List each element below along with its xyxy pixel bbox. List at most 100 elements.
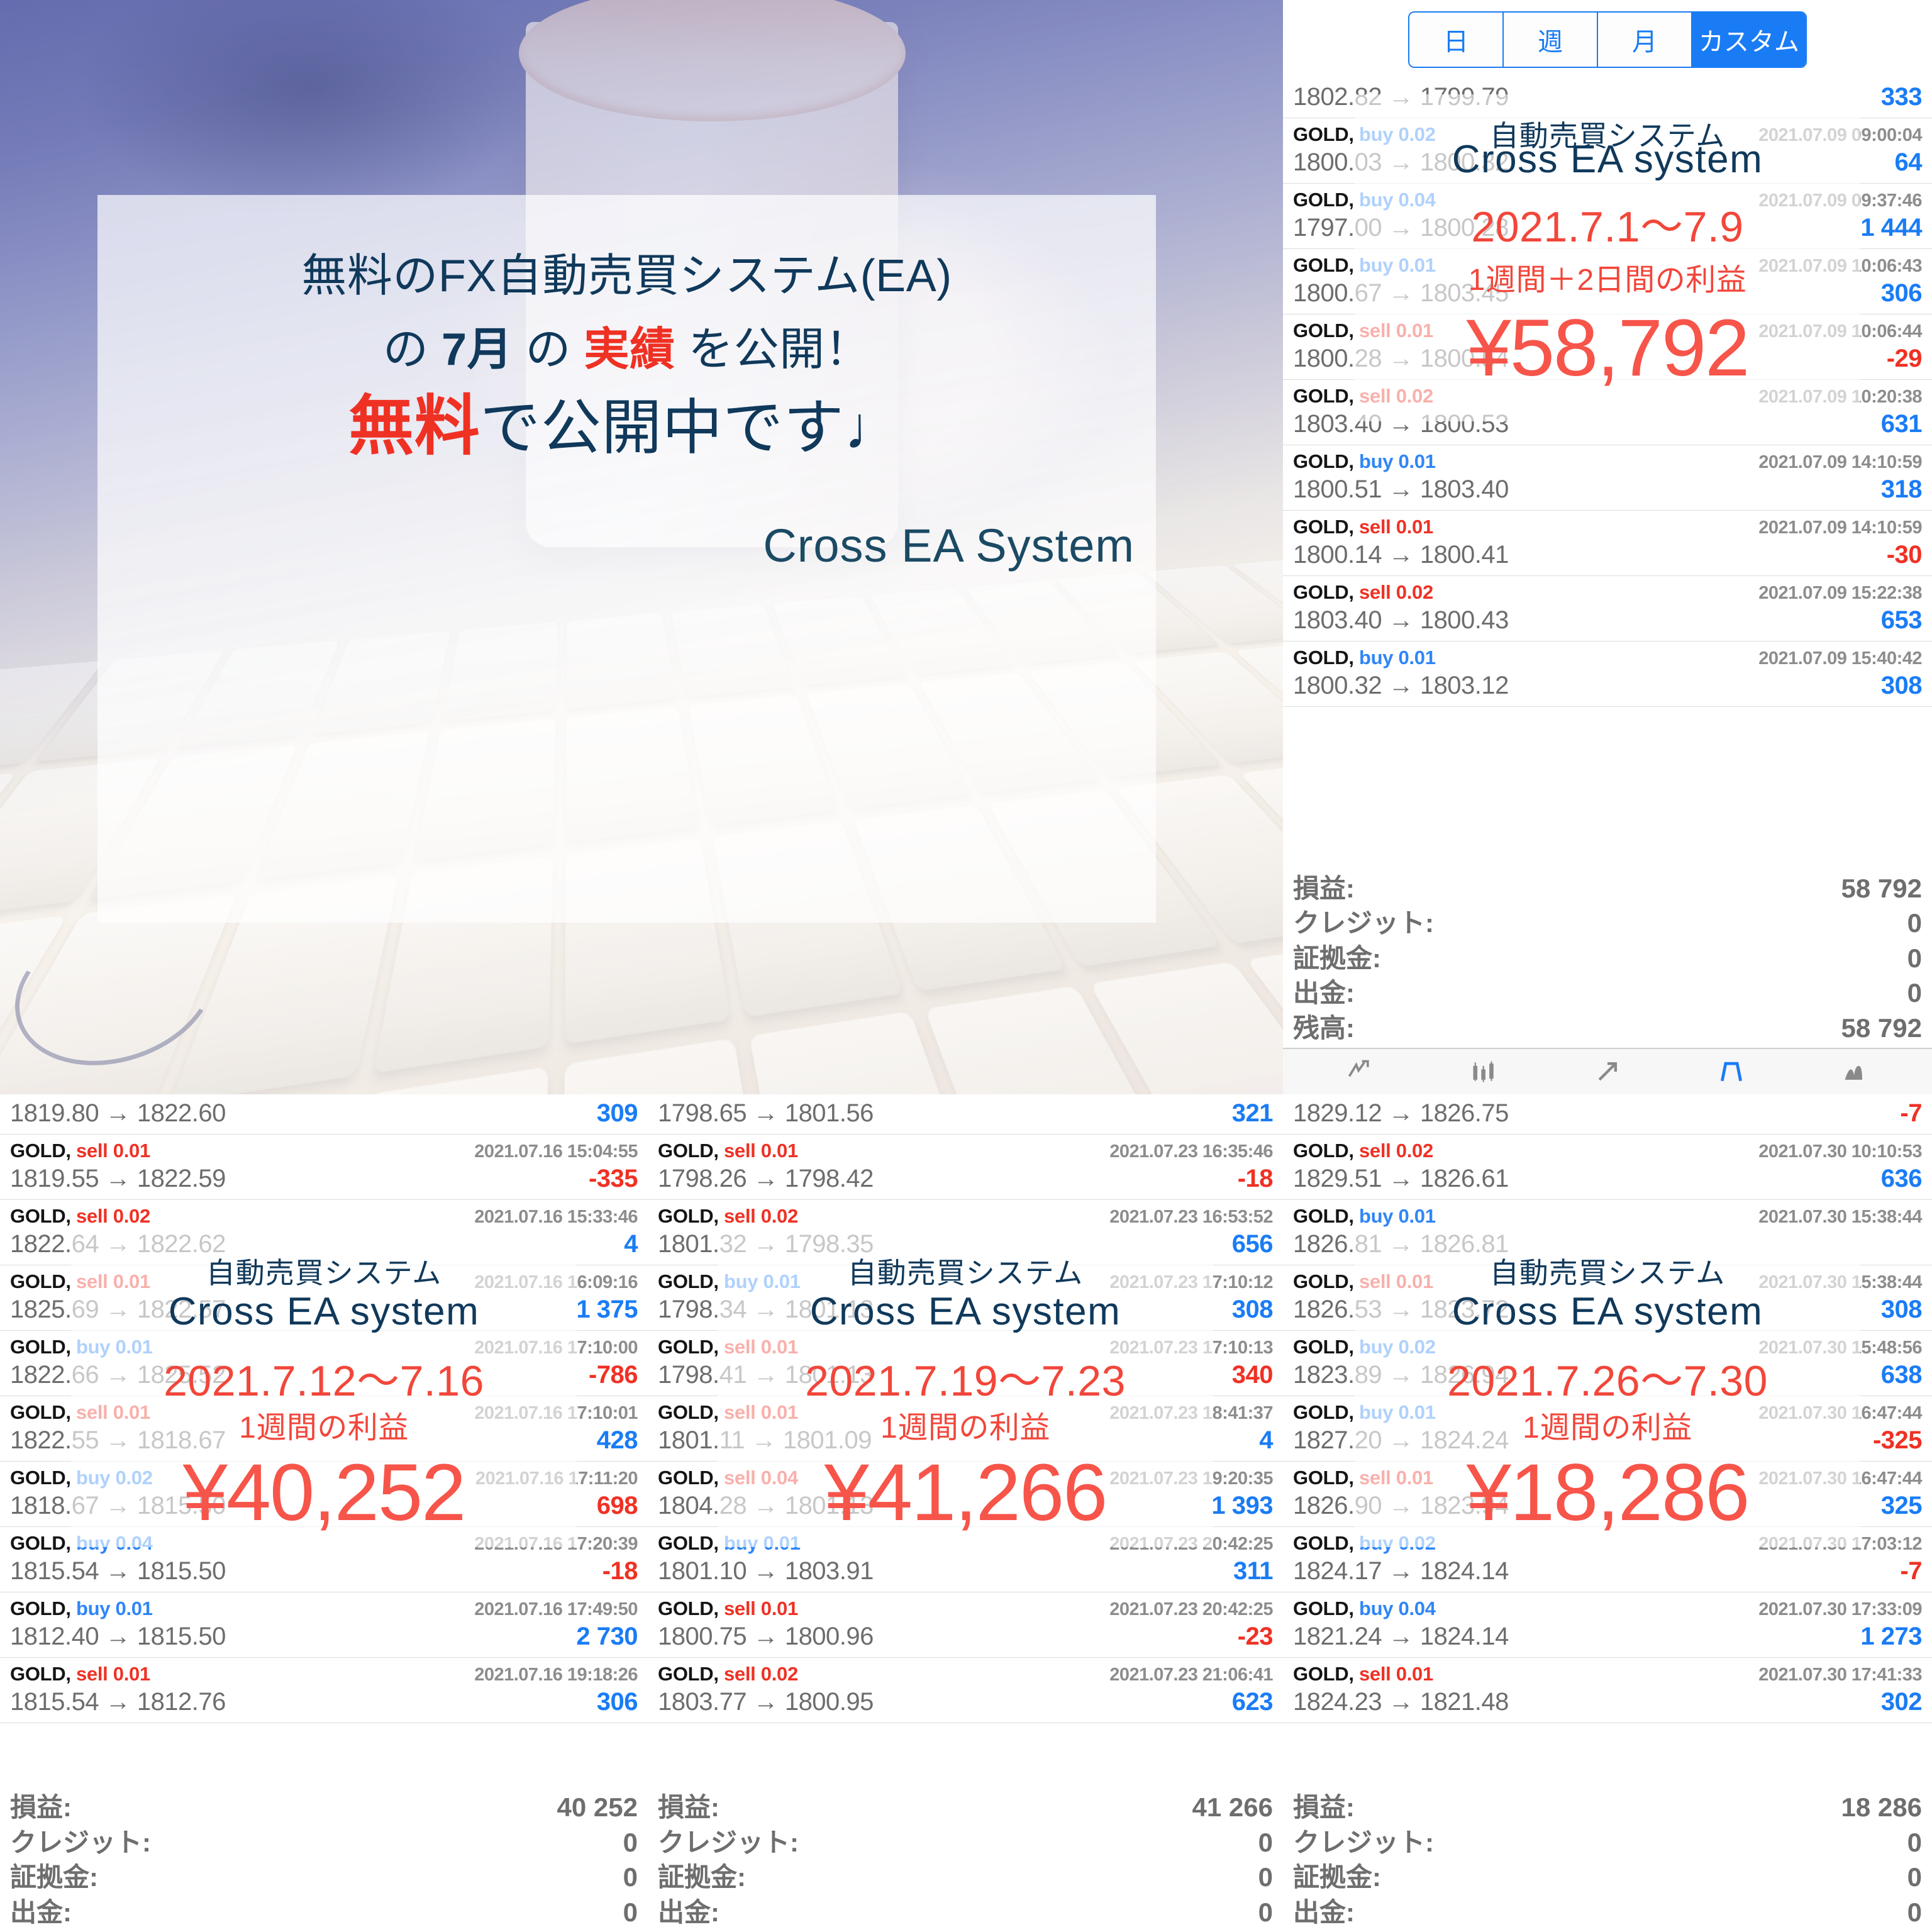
segment-custom[interactable]: カスタム [1692, 13, 1806, 67]
table-row[interactable]: GOLD, sell 0.01 2021.07.23 16:35:46 1798.2… [648, 1135, 1283, 1200]
quotes-icon[interactable] [1343, 1058, 1377, 1085]
trade-profit: 656 [1231, 1230, 1274, 1258]
table-row[interactable]: GOLD, sell 0.04 2021.07.23 19:20:35 1804.2… [648, 1462, 1283, 1527]
table-row[interactable]: GOLD, sell 0.01 2021.07.30 17:41:33 1824.2… [1283, 1658, 1932, 1723]
table-row[interactable]: 1802.82 → 1799.79 333 [1283, 78, 1932, 118]
summary-label: クレジット: [1293, 1827, 1434, 1857]
summary-value: 0 [1907, 1827, 1922, 1857]
trade-profit: 302 [1880, 1688, 1923, 1716]
table-row[interactable]: GOLD, buy 0.02 2021.07.16 17:11:20 1818.67… [0, 1462, 648, 1527]
trade-symbol: GOLD, sell 0.02 [1293, 385, 1433, 407]
table-row[interactable]: GOLD, buy 0.04 2021.07.30 17:33:09 1821.24… [1283, 1592, 1932, 1658]
trade-profit: 4 [1259, 1426, 1273, 1454]
hero-brand-name: Cross EA System [763, 519, 1135, 572]
table-row[interactable]: GOLD, sell 0.01 2021.07.30 15:38:44 1826.5… [1283, 1265, 1932, 1331]
trade-symbol: GOLD, buy 0.01 [1293, 1401, 1436, 1423]
trade-history-list-top-right[interactable]: 1802.82 → 1799.79 333 GOLD, buy 0.02 2021.0… [1283, 78, 1932, 867]
table-row[interactable]: GOLD, sell 0.01 2021.07.16 19:18:26 1815.5… [0, 1658, 648, 1723]
segment-week[interactable]: 週 [1504, 13, 1598, 67]
trade-profit: 1 273 [1860, 1623, 1922, 1650]
trade-symbol: GOLD, buy 0.01 [658, 1270, 801, 1292]
hero-line2-part-a: の [382, 325, 441, 375]
charts-icon[interactable] [1467, 1058, 1501, 1085]
table-row[interactable]: GOLD, sell 0.01 2021.07.23 18:41:37 1801.1… [648, 1396, 1283, 1462]
trade-icon[interactable] [1591, 1058, 1624, 1085]
table-row[interactable]: GOLD, sell 0.02 2021.07.16 15:33:46 1822.6… [0, 1200, 648, 1265]
trade-profit: 64 [1894, 148, 1923, 176]
period-segmented-control[interactable]: 日 週 月 カスタム [1408, 11, 1807, 68]
summary-row-profit: 損益: 58 792 [1293, 871, 1922, 906]
summary-label: 出金: [10, 1897, 72, 1927]
table-row[interactable]: GOLD, buy 0.01 2021.07.09 14:10:59 1800.51… [1283, 445, 1932, 511]
table-row[interactable]: GOLD, sell 0.01 2021.07.09 10:06:44 1800.2… [1283, 314, 1932, 380]
trade-timestamp: 2021.07.09 09:37:46 [1758, 191, 1922, 211]
trade-timestamp: 2021.07.30 16:47:44 [1758, 1468, 1922, 1489]
trade-timestamp: 2021.07.30 16:47:44 [1758, 1403, 1922, 1423]
table-row[interactable]: GOLD, sell 0.02 2021.07.23 21:06:41 1803.7… [648, 1658, 1283, 1723]
table-row[interactable]: GOLD, sell 0.01 2021.07.16 17:10:01 1822.5… [0, 1396, 648, 1462]
table-row[interactable]: GOLD, sell 0.01 2021.07.23 20:42:25 1800.7… [648, 1592, 1283, 1658]
table-row[interactable]: GOLD, buy 0.01 2021.07.30 15:38:44 1826.81… [1283, 1200, 1932, 1265]
hero-line2-part-c: の [513, 325, 584, 375]
table-row[interactable]: GOLD, buy 0.02 2021.07.30 17:03:12 1824.17… [1283, 1527, 1932, 1592]
trade-symbol: GOLD, sell 0.02 [1293, 581, 1433, 603]
table-row[interactable]: 1829.12 → 1826.75 -7 [1283, 1094, 1932, 1135]
trade-profit: 333 [1880, 83, 1923, 111]
table-row[interactable]: GOLD, buy 0.01 2021.07.23 20:42:25 1801.10… [648, 1527, 1283, 1592]
table-row[interactable]: 1819.80 → 1822.60 309 [0, 1094, 648, 1135]
hero-headline-3: 無料で公開中です♩ [348, 389, 905, 464]
account-summary-bottom-middle: 損益: 41 266 クレジット: 0 証拠金: 0 出金: 0 [648, 1786, 1283, 1932]
table-row[interactable]: GOLD, buy 0.01 2021.07.23 17:10:12 1798.34… [648, 1265, 1283, 1331]
trade-history-list-bottom-middle[interactable]: 1798.65 → 1801.56 321 GOLD, sell 0.01 2021.… [648, 1094, 1283, 1786]
summary-label: クレジット: [1293, 908, 1434, 938]
trade-symbol: GOLD, sell 0.01 [658, 1140, 798, 1162]
summary-label: クレジット: [658, 1827, 799, 1857]
table-row[interactable]: GOLD, buy 0.01 2021.07.09 15:40:42 1800.32… [1283, 641, 1932, 707]
trade-profit: -325 [1872, 1426, 1923, 1454]
table-row[interactable]: GOLD, sell 0.02 2021.07.23 16:53:52 1801.3… [648, 1200, 1283, 1265]
segment-month[interactable]: 月 [1598, 13, 1692, 67]
trade-timestamp: 2021.07.09 09:00:04 [1758, 125, 1922, 145]
table-row[interactable]: GOLD, buy 0.02 2021.07.09 09:00:04 1800.03… [1283, 118, 1932, 184]
trade-symbol: GOLD, sell 0.01 [10, 1401, 150, 1423]
trade-profit: -18 [1237, 1165, 1274, 1192]
trade-history-list-bottom-right[interactable]: 1829.12 → 1826.75 -7 GOLD, sell 0.02 2021.0… [1283, 1094, 1932, 1786]
table-row[interactable]: GOLD, sell 0.01 2021.07.16 15:04:55 1819.5… [0, 1135, 648, 1200]
history-icon[interactable] [1714, 1058, 1748, 1085]
trade-profit: -30 [1886, 541, 1923, 569]
summary-value: 0 [1907, 943, 1922, 973]
trade-symbol: GOLD, sell 0.02 [658, 1663, 798, 1685]
trade-profit: 308 [1880, 672, 1923, 699]
bottom-tab-bar[interactable] [1283, 1048, 1932, 1094]
summary-label: 証拠金: [1293, 943, 1381, 973]
messages-icon[interactable] [1838, 1058, 1872, 1085]
table-row[interactable]: GOLD, buy 0.01 2021.07.30 16:47:44 1827.20… [1283, 1396, 1932, 1462]
table-row[interactable]: GOLD, buy 0.01 2021.07.16 17:49:50 1812.40… [0, 1592, 648, 1658]
table-row[interactable]: GOLD, sell 0.02 2021.07.30 10:10:53 1829.5… [1283, 1135, 1932, 1200]
hero-line2-results: 実績 [584, 325, 675, 375]
table-row[interactable]: GOLD, sell 0.01 2021.07.30 16:47:44 1826.9… [1283, 1462, 1932, 1527]
table-row[interactable]: 1798.65 → 1801.56 321 [648, 1094, 1283, 1135]
hero-line2-part-e: を公開！ [675, 325, 871, 375]
trade-price-range: 1826.90 → 1823.94 [1293, 1492, 1509, 1519]
trade-price-range: 1826.81 → 1826.81 [1293, 1230, 1509, 1258]
table-row[interactable]: GOLD, buy 0.01 2021.07.09 10:06:43 1800.67… [1283, 249, 1932, 314]
trade-symbol: GOLD, sell 0.04 [658, 1467, 798, 1489]
table-row[interactable]: GOLD, sell 0.01 2021.07.16 16:09:16 1825.6… [0, 1265, 648, 1331]
table-row[interactable]: GOLD, sell 0.01 2021.07.09 14:10:59 1800.1… [1283, 511, 1932, 576]
table-row[interactable]: GOLD, buy 0.01 2021.07.16 17:10:00 1822.66… [0, 1331, 648, 1396]
trade-timestamp: 2021.07.16 17:49:50 [474, 1599, 638, 1619]
trade-price-range: 1800.32 → 1803.12 [1293, 672, 1509, 699]
table-row[interactable]: GOLD, buy 0.04 2021.07.09 09:37:46 1797.00… [1283, 184, 1932, 249]
trade-history-list-bottom-left[interactable]: 1819.80 → 1822.60 309 GOLD, sell 0.01 2021.… [0, 1094, 648, 1786]
trade-symbol: GOLD, sell 0.01 [1293, 1270, 1433, 1292]
table-row[interactable]: GOLD, sell 0.02 2021.07.09 15:22:38 1803.4… [1283, 576, 1932, 641]
table-row[interactable]: GOLD, sell 0.02 2021.07.09 10:20:38 1803.4… [1283, 380, 1932, 445]
summary-row-credit: クレジット: 0 [10, 1825, 638, 1860]
table-row[interactable]: GOLD, sell 0.01 2021.07.23 17:10:13 1798.4… [648, 1331, 1283, 1396]
segment-day[interactable]: 日 [1409, 13, 1504, 67]
summary-label: クレジット: [10, 1827, 151, 1857]
trade-timestamp: 2021.07.23 17:10:12 [1109, 1272, 1273, 1292]
table-row[interactable]: GOLD, buy 0.02 2021.07.30 15:48:56 1823.89… [1283, 1331, 1932, 1396]
table-row[interactable]: GOLD, buy 0.04 2021.07.16 17:20:39 1815.54… [0, 1527, 648, 1592]
